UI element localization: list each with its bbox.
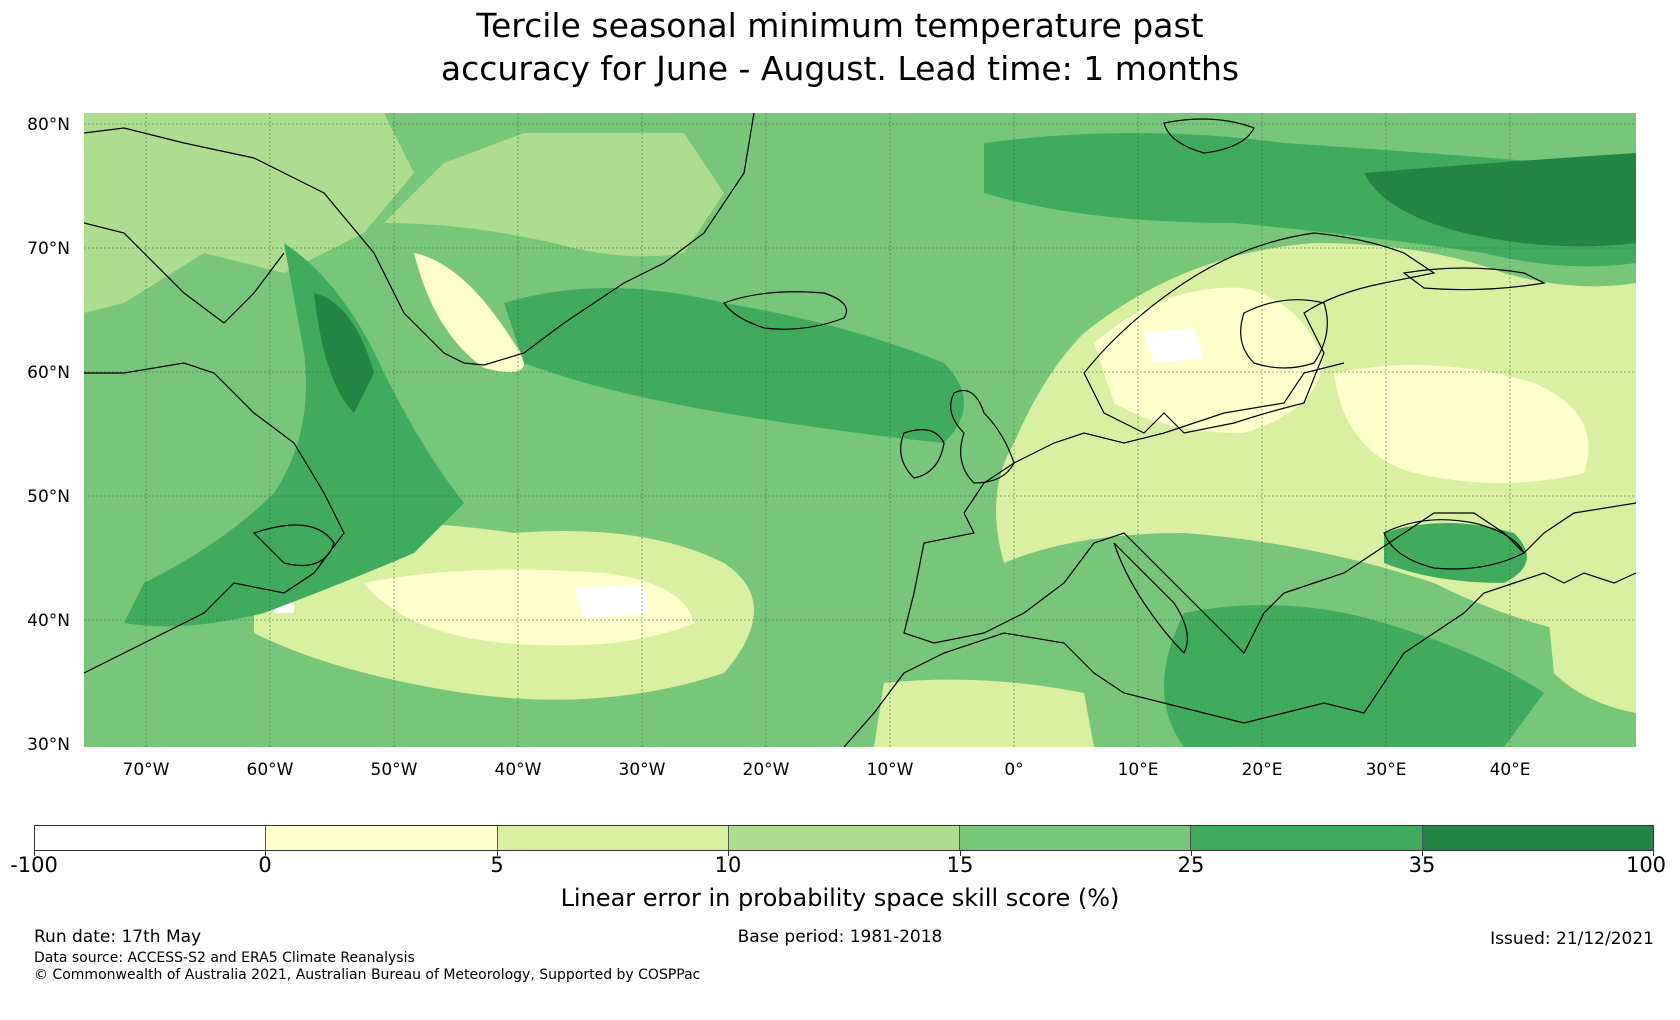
lon-label-30e: 30°E <box>1365 760 1407 780</box>
colorbar-tickmark <box>265 850 266 856</box>
skill-region-low-greenland-south <box>384 133 724 257</box>
coastline-italy <box>1113 542 1188 655</box>
lon-label-50w: 50°W <box>370 760 418 780</box>
colorbar-label: Linear error in probability space skill … <box>560 884 1120 912</box>
skill-region-vlow-scandinavia <box>1094 287 1324 433</box>
colorbar-tickmark <box>1653 850 1654 856</box>
lat-label-80n: 80°N <box>27 115 70 135</box>
coastline-iceland <box>723 291 848 330</box>
base-period: Base period: 1981-2018 <box>737 927 943 947</box>
colorbar-tick-label: 10 <box>714 853 742 877</box>
lon-label-20w: 20°W <box>742 760 790 780</box>
colorbar-tickmark <box>960 850 961 856</box>
coastline-great-britain <box>950 389 1015 484</box>
skill-region-high-black-sea <box>1384 523 1527 583</box>
copyright: © Commonwealth of Australia 2021, Austra… <box>34 967 701 983</box>
issued-date: Issued: 21/12/2021 <box>1490 929 1654 949</box>
skill-region-low-caspian <box>1544 569 1636 713</box>
lon-label-20e: 20°E <box>1241 760 1283 780</box>
lat-label-40n: 40°N <box>27 611 70 631</box>
lon-label-40e: 40°E <box>1489 760 1531 780</box>
colorbar-tickmark <box>497 850 498 856</box>
skill-region-white-scandinavia <box>1144 328 1204 363</box>
skill-region-white-midlat <box>574 585 649 618</box>
skill-field <box>84 113 1636 747</box>
skill-score-map[interactable] <box>84 113 1636 747</box>
coastline-svalbard <box>1163 118 1255 154</box>
colorbar-segment-neg100-0 <box>35 826 267 850</box>
coastline-greenland <box>84 113 755 366</box>
skill-region-high-labrador <box>124 243 464 627</box>
lat-label-50n: 50°N <box>27 487 70 507</box>
coastline-labrador <box>84 362 345 674</box>
coastline-mediterranean-south <box>843 572 1636 747</box>
lon-label-70w: 70°W <box>122 760 170 780</box>
skill-region-low-nw-atlantic <box>84 113 414 313</box>
lon-label-10e: 10°E <box>1117 760 1159 780</box>
lat-label-70n: 70°N <box>27 239 70 259</box>
colorbar-tick-label: 35 <box>1408 853 1436 877</box>
coastline-baltic <box>1240 299 1328 369</box>
coastline-baffin <box>84 222 285 324</box>
lon-label-60w: 60°W <box>246 760 294 780</box>
map-svg <box>84 113 1636 747</box>
colorbar-segment-5-10 <box>497 826 729 850</box>
colorbar-tick-label: 15 <box>946 853 974 877</box>
colorbar-tick-label: 0 <box>258 853 272 877</box>
colorbar-tickmark <box>728 850 729 856</box>
coastline-newfoundland <box>252 524 335 567</box>
colorbar-tickmark <box>1422 850 1423 856</box>
skill-region-high-mediterranean <box>1164 605 1544 747</box>
coastline-scandinavia <box>1083 232 1436 434</box>
map-title: Tercile seasonal minimum temperature pas… <box>0 4 1680 90</box>
coastline-black-sea <box>1383 519 1525 570</box>
title-line-1: Tercile seasonal minimum temperature pas… <box>476 6 1204 45</box>
colorbar <box>34 825 1654 851</box>
data-source: Data source: ACCESS-S2 and ERA5 Climate … <box>34 950 415 966</box>
skill-region-greenland-tip <box>414 253 524 373</box>
lat-label-60n: 60°N <box>27 363 70 383</box>
lon-label-0: 0° <box>1004 760 1024 780</box>
lon-label-10w: 10°W <box>866 760 914 780</box>
skill-region-vhigh-labrador <box>314 293 374 413</box>
coastline-novaya-zemlya <box>1402 267 1546 291</box>
coastlines <box>84 113 1636 747</box>
colorbar-tickmark <box>34 850 35 856</box>
skill-region-vlow-russia <box>1334 365 1589 483</box>
lon-label-30w: 30°W <box>618 760 666 780</box>
graticule <box>84 113 1636 747</box>
skill-region-high-atlantic <box>504 288 964 443</box>
run-date: Run date: 17th May <box>34 927 202 947</box>
title-line-2: accuracy for June - August. Lead time: 1… <box>440 49 1240 88</box>
colorbar-tick-label: 100 <box>1625 853 1667 877</box>
coastline-europe <box>903 362 1636 655</box>
colorbar-tick-label: -100 <box>10 853 58 877</box>
colorbar-tickmark <box>1191 850 1192 856</box>
coastline-ireland <box>900 429 945 479</box>
colorbar-segment-10-15 <box>728 826 961 850</box>
colorbar-segment-25-35 <box>1191 826 1423 850</box>
colorbar-segment-0-5 <box>266 826 498 850</box>
lon-label-40w: 40°W <box>494 760 542 780</box>
skill-region-low-iberia-africa <box>874 679 1094 747</box>
colorbar-segment-35-100 <box>1422 826 1653 850</box>
colorbar-segment-15-25 <box>960 826 1192 850</box>
colorbar-tick-label: 25 <box>1177 853 1205 877</box>
colorbar-tick-label: 5 <box>490 853 504 877</box>
lat-label-30n: 30°N <box>27 735 70 755</box>
skill-region-vhigh-barents <box>1364 153 1636 247</box>
